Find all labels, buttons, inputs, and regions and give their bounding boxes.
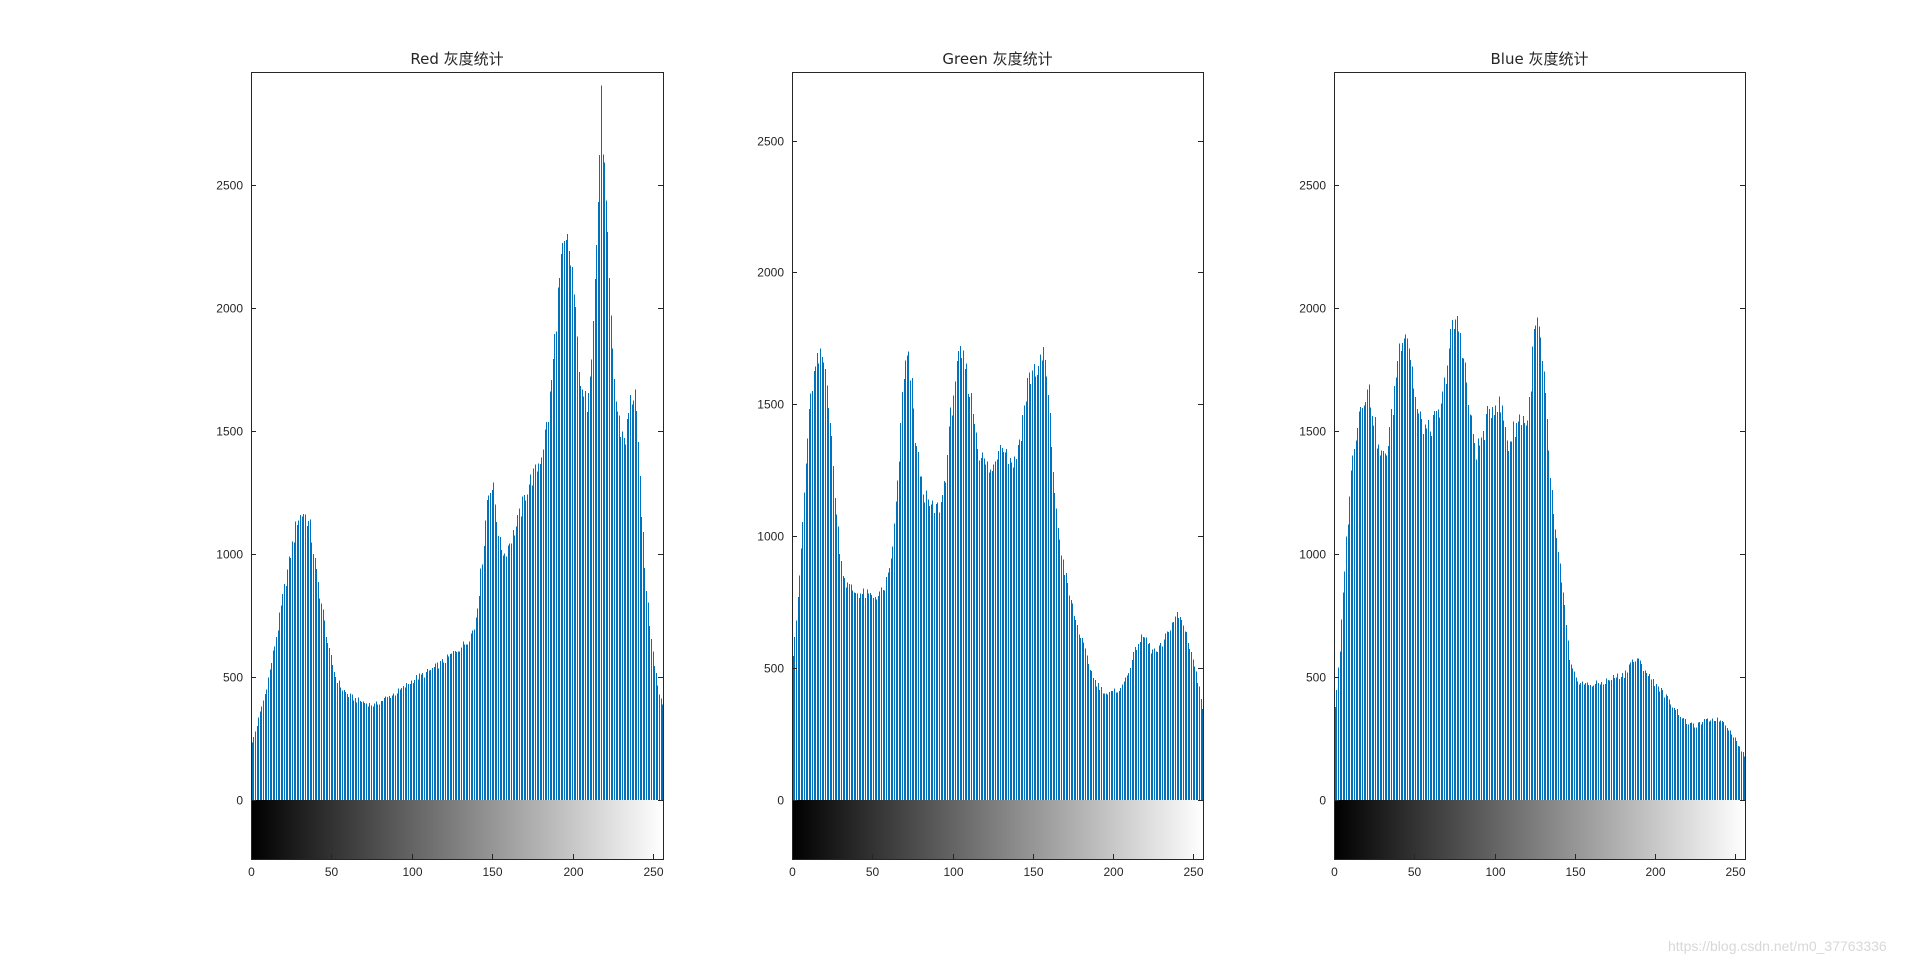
red-grayscale-bar <box>251 800 663 859</box>
green-histogram-panel: Green 灰度统计 0 500 1000 1500 2000 2500 0 50 100 150 2… <box>757 50 1204 879</box>
blue-ytick-label: 1500 <box>1299 425 1326 439</box>
blue-xtick-label: 100 <box>1485 865 1505 879</box>
blue-xtick-label: 50 <box>1408 865 1422 879</box>
red-xtick-label: 250 <box>643 865 663 879</box>
green-axes-box <box>792 72 1204 860</box>
red-xtick-label: 50 <box>325 865 339 879</box>
green-bars <box>792 345 1204 800</box>
green-xtick-label: 200 <box>1103 865 1123 879</box>
blue-ytick-label: 0 <box>1319 794 1326 808</box>
red-xtick-label: 200 <box>563 865 583 879</box>
blue-histogram-panel: Blue 灰度统计 0 500 1000 1500 2000 2500 0 50 100 150 20… <box>1299 50 1746 879</box>
red-ytick-label: 1500 <box>216 425 243 439</box>
blue-xtick-label: 200 <box>1645 865 1665 879</box>
red-ytick-label: 0 <box>236 794 243 808</box>
green-xtick-label: 50 <box>866 865 880 879</box>
green-xtick-label: 0 <box>789 865 796 879</box>
red-ytick-label: 2500 <box>216 179 243 193</box>
blue-ytick-label: 2000 <box>1299 302 1326 316</box>
blue-axes-box <box>1334 72 1746 860</box>
red-histogram-panel: Red 灰度统计 0 500 1000 1500 2000 2500 0 50 100 150 200… <box>216 50 664 879</box>
red-bars <box>251 85 664 800</box>
green-ytick-label: 1500 <box>757 398 784 412</box>
red-axes-box <box>251 72 664 860</box>
red-ytick-label: 2000 <box>216 302 243 316</box>
green-xtick-label: 150 <box>1023 865 1043 879</box>
red-histogram-title: Red 灰度统计 <box>410 50 503 68</box>
green-xtick-label: 250 <box>1183 865 1203 879</box>
blue-histogram-title: Blue 灰度统计 <box>1491 50 1589 68</box>
green-ytick-label: 2500 <box>757 135 784 149</box>
blue-xtick-label: 150 <box>1565 865 1585 879</box>
watermark-text: https://blog.csdn.net/m0_37763336 <box>1668 938 1887 954</box>
red-xtick-label: 0 <box>248 865 255 879</box>
green-grayscale-bar <box>792 800 1203 859</box>
blue-bars <box>1334 316 1746 800</box>
blue-ytick-label: 1000 <box>1299 548 1326 562</box>
green-ytick-label: 2000 <box>757 266 784 280</box>
red-ytick-label: 500 <box>223 671 243 685</box>
green-ytick-label: 1000 <box>757 530 784 544</box>
blue-xtick-label: 0 <box>1331 865 1338 879</box>
blue-grayscale-bar <box>1334 800 1745 859</box>
green-ytick-label: 500 <box>764 662 784 676</box>
green-xtick-label: 100 <box>943 865 963 879</box>
red-ytick-label: 1000 <box>216 548 243 562</box>
blue-xtick-label: 250 <box>1725 865 1745 879</box>
red-xtick-label: 150 <box>482 865 502 879</box>
blue-ytick-label: 500 <box>1306 671 1326 685</box>
green-ytick-label: 0 <box>777 794 784 808</box>
red-xtick-label: 100 <box>402 865 422 879</box>
blue-ytick-label: 2500 <box>1299 179 1326 193</box>
green-histogram-title: Green 灰度统计 <box>942 50 1052 68</box>
